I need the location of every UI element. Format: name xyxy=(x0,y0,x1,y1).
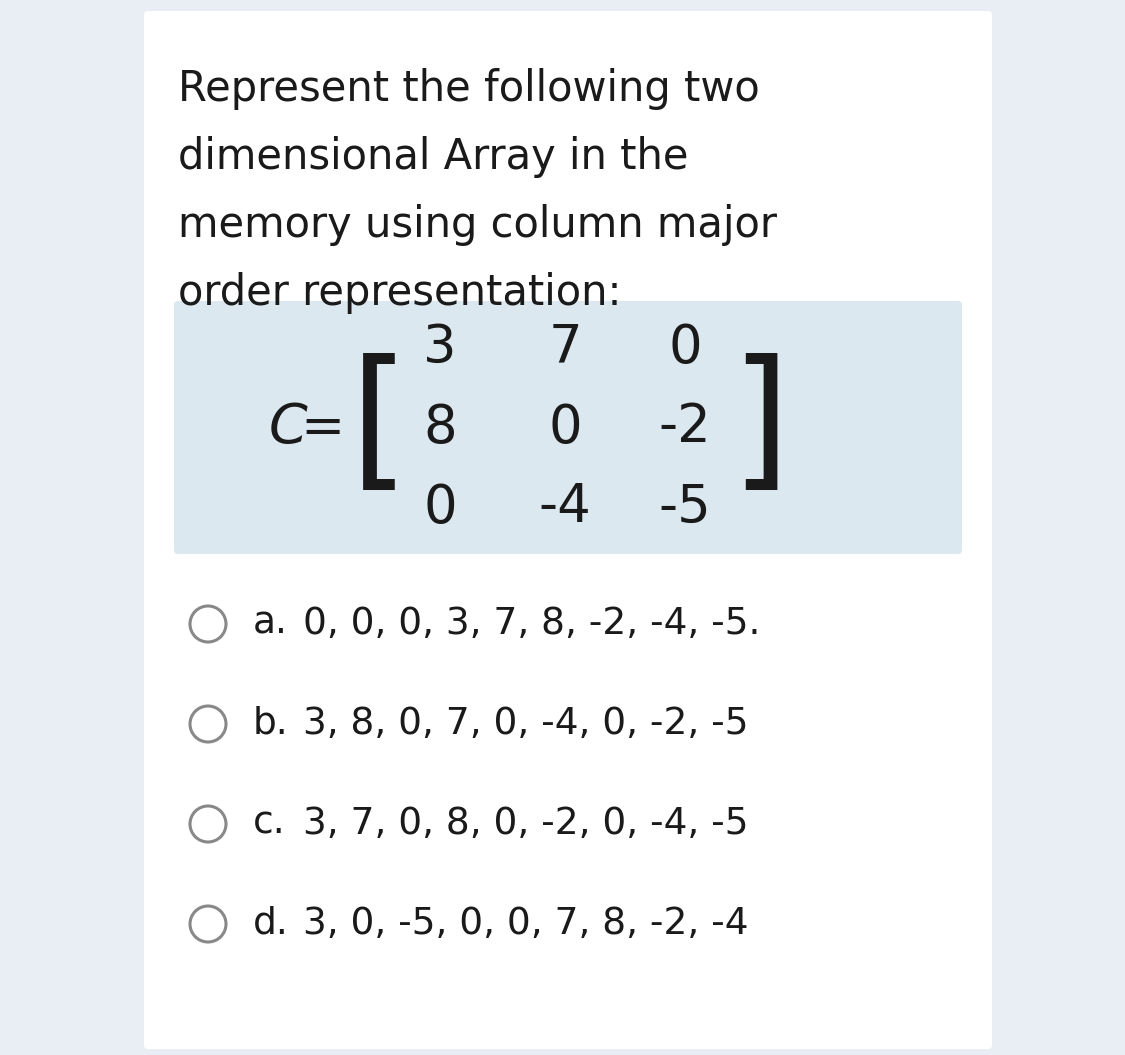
Text: 3: 3 xyxy=(423,322,457,373)
Text: memory using column major: memory using column major xyxy=(178,204,777,246)
Text: d.: d. xyxy=(253,906,289,942)
Text: dimensional Array in the: dimensional Array in the xyxy=(178,136,688,178)
Text: -5: -5 xyxy=(658,481,711,534)
Text: 8: 8 xyxy=(423,402,457,454)
Text: 0: 0 xyxy=(423,481,457,534)
Text: c.: c. xyxy=(253,806,286,842)
Text: Represent the following two: Represent the following two xyxy=(178,68,759,110)
FancyBboxPatch shape xyxy=(144,11,992,1049)
Text: -2: -2 xyxy=(659,402,711,454)
Text: 3, 8, 0, 7, 0, -4, 0, -2, -5: 3, 8, 0, 7, 0, -4, 0, -2, -5 xyxy=(303,706,748,742)
Text: C: C xyxy=(269,401,307,454)
Text: order representation:: order representation: xyxy=(178,272,621,314)
Text: [: [ xyxy=(350,353,410,502)
Text: 3, 7, 0, 8, 0, -2, 0, -4, -5: 3, 7, 0, 8, 0, -2, 0, -4, -5 xyxy=(303,806,748,842)
Text: 0: 0 xyxy=(548,402,582,454)
Text: 0: 0 xyxy=(668,322,702,373)
Text: 7: 7 xyxy=(548,322,582,373)
Text: ]: ] xyxy=(730,353,790,502)
Text: =: = xyxy=(300,402,345,454)
Text: b.: b. xyxy=(253,706,289,742)
Text: 3, 0, -5, 0, 0, 7, 8, -2, -4: 3, 0, -5, 0, 0, 7, 8, -2, -4 xyxy=(303,906,748,942)
FancyBboxPatch shape xyxy=(174,301,962,554)
Text: 0, 0, 0, 3, 7, 8, -2, -4, -5.: 0, 0, 0, 3, 7, 8, -2, -4, -5. xyxy=(303,606,760,642)
Text: -4: -4 xyxy=(539,481,592,534)
Text: a.: a. xyxy=(253,606,288,642)
